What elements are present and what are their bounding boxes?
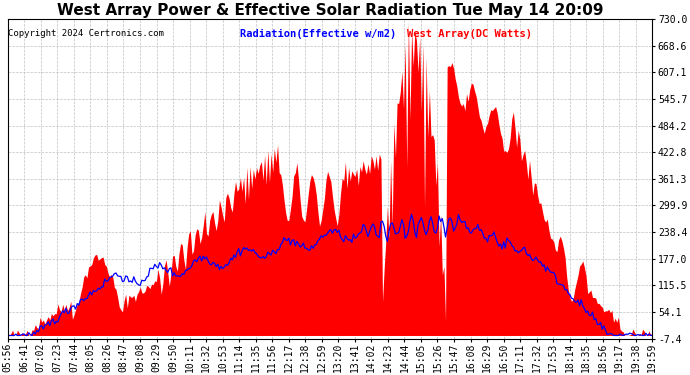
Text: West Array(DC Watts): West Array(DC Watts) xyxy=(407,28,533,39)
Text: Copyright 2024 Certronics.com: Copyright 2024 Certronics.com xyxy=(8,28,164,38)
Title: West Array Power & Effective Solar Radiation Tue May 14 20:09: West Array Power & Effective Solar Radia… xyxy=(57,3,603,18)
Text: Radiation(Effective w/m2): Radiation(Effective w/m2) xyxy=(240,28,396,39)
